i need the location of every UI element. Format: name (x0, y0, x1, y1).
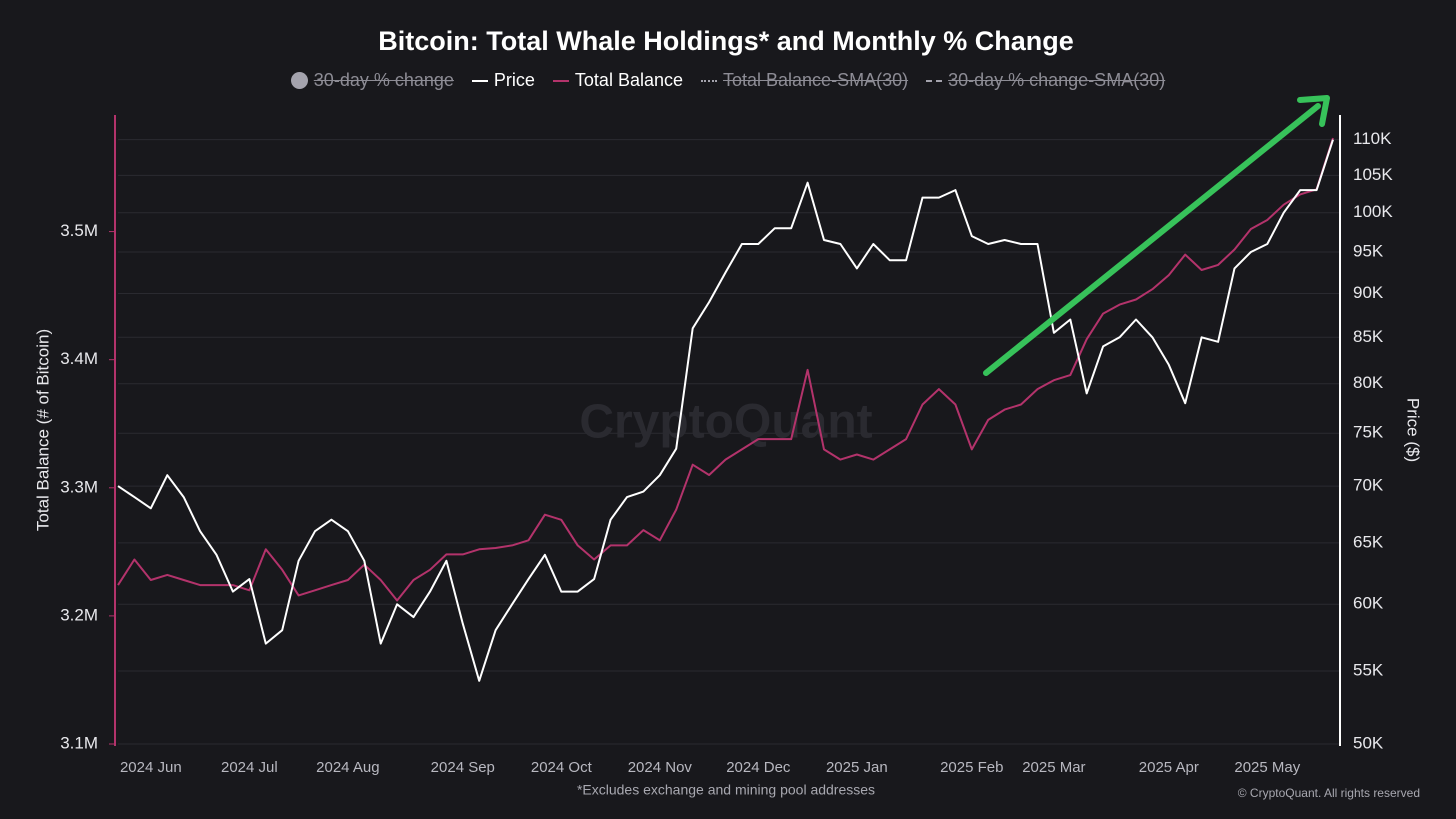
x-tick-label: 2025 Mar (1022, 759, 1085, 776)
x-tick-label: 2025 Jan (826, 759, 888, 776)
x-tick-label: 2024 Jun (120, 759, 182, 776)
x-tick-label: 2024 Oct (531, 759, 593, 776)
x-tick-label: 2024 Dec (726, 759, 791, 776)
y2-tick-label: 90K (1353, 283, 1384, 302)
x-tick-label: 2024 Nov (628, 759, 693, 776)
x-tick-label: 2025 Apr (1139, 759, 1199, 776)
legend-item[interactable]: 30-day % change-SMA(30) (926, 70, 1165, 91)
legend-item[interactable]: Price (471, 70, 535, 91)
legend: 30-day % change Price Total Balance Total B… (0, 70, 1456, 91)
y-tick-label: 3.3M (60, 477, 98, 496)
legend-label: 30-day % change-SMA(30) (948, 70, 1166, 90)
x-tick-label: 2025 May (1234, 759, 1300, 776)
y2-tick-label: 85K (1353, 327, 1384, 346)
arrow-head (1297, 95, 1330, 127)
copyright: © CryptoQuant. All rights reserved (1238, 786, 1420, 800)
trend-arrow (983, 95, 1330, 376)
legend-marker (290, 72, 308, 89)
arrow-shaft (983, 103, 1321, 376)
watermark: CryptoQuant (579, 396, 872, 449)
y2-tick-label: 80K (1353, 373, 1384, 392)
y2-tick-label: 65K (1353, 532, 1384, 551)
y2-tick-label: 60K (1353, 594, 1384, 613)
series-line (117, 137, 1334, 602)
legend-label: Total Balance (574, 70, 683, 90)
y2-tick-label: 100K (1353, 202, 1393, 221)
legend-item[interactable]: 30-day % change (290, 70, 454, 91)
legend-marker (926, 79, 943, 82)
y2-tick-label: 50K (1353, 733, 1384, 752)
y-axis-title: Total Balance (# of Bitcoin) (33, 329, 52, 531)
series-line (117, 139, 1334, 682)
legend-label: 30-day % change (313, 70, 454, 90)
legend-marker (701, 79, 717, 82)
y2-axis-title: Price ($) (1404, 398, 1423, 462)
y-tick-label: 3.5M (60, 221, 98, 240)
y-tick-label: 3.1M (60, 733, 98, 752)
legend-label: Price (493, 70, 535, 90)
legend-item[interactable]: Total Balance (552, 70, 683, 91)
y-tick-label: 3.2M (60, 605, 98, 624)
legend-marker (471, 79, 488, 82)
footnote: *Excludes exchange and mining pool addre… (577, 782, 875, 798)
chart-title: Bitcoin: Total Whale Holdings* and Month… (378, 26, 1074, 56)
y2-tick-label: 95K (1353, 242, 1384, 261)
x-tick-label: 2024 Jul (221, 759, 278, 776)
legend-marker (552, 79, 569, 82)
x-tick-label: 2025 Feb (940, 759, 1003, 776)
y2-tick-label: 110K (1353, 129, 1392, 148)
y2-tick-label: 105K (1353, 165, 1393, 184)
legend-label: Total Balance-SMA(30) (723, 70, 909, 90)
x-tick-label: 2024 Sep (431, 759, 495, 776)
y2-tick-label: 70K (1353, 476, 1384, 495)
y2-tick-label: 55K (1353, 660, 1384, 679)
y2-tick-label: 75K (1353, 423, 1384, 442)
legend-item[interactable]: Total Balance-SMA(30) (701, 70, 908, 91)
x-tick-label: 2024 Aug (316, 759, 379, 776)
y-tick-label: 3.4M (60, 349, 98, 368)
